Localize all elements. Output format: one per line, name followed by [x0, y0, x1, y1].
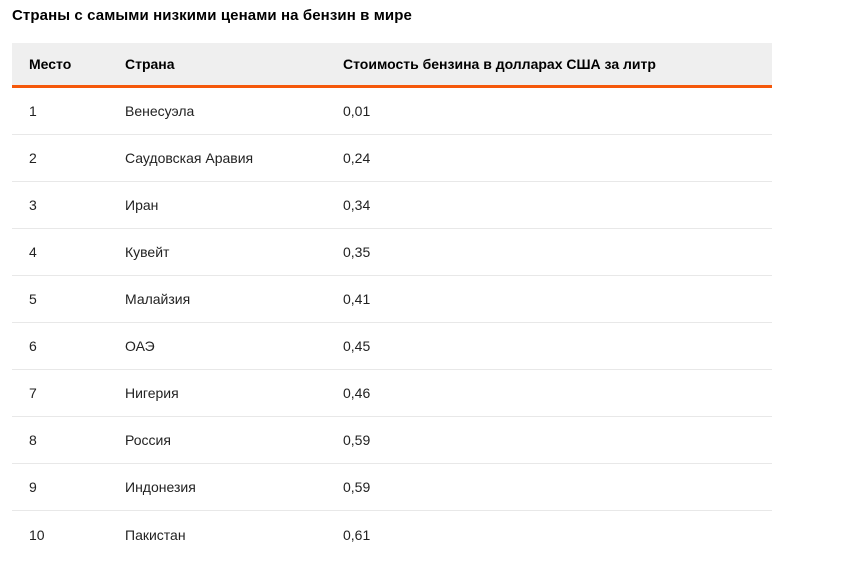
column-header-price: Стоимость бензина в долларах США за литр [343, 56, 656, 72]
cell-price: 0,01 [343, 103, 371, 119]
cell-country: Россия [125, 432, 171, 448]
cell-place: 2 [29, 150, 37, 166]
cell-place: 1 [29, 103, 37, 119]
table-row: 3 Иран 0,34 [12, 182, 772, 229]
table-row: 6 ОАЭ 0,45 [12, 323, 772, 370]
cell-price: 0,59 [343, 479, 371, 495]
table-row: 7 Нигерия 0,46 [12, 370, 772, 417]
cell-country: Венесуэла [125, 103, 195, 119]
cell-country: Индонезия [125, 479, 196, 495]
cell-country: Иран [125, 197, 159, 213]
table-row: 5 Малайзия 0,41 [12, 276, 772, 323]
cell-country: Саудовская Аравия [125, 150, 254, 166]
column-header-country: Страна [125, 56, 175, 72]
cell-place: 5 [29, 291, 37, 307]
table-row: 9 Индонезия 0,59 [12, 464, 772, 511]
cell-place: 6 [29, 338, 37, 354]
cell-price: 0,34 [343, 197, 371, 213]
cell-place: 7 [29, 385, 37, 401]
cell-place: 3 [29, 197, 37, 213]
cell-price: 0,46 [343, 385, 371, 401]
table-header-row: Место Страна Стоимость бензина в доллара… [12, 43, 772, 88]
cell-place: 4 [29, 244, 37, 260]
cell-place: 8 [29, 432, 37, 448]
column-header-place: Место [29, 56, 72, 72]
table-row: 2 Саудовская Аравия 0,24 [12, 135, 772, 182]
cell-place: 9 [29, 479, 37, 495]
gas-price-table: Место Страна Стоимость бензина в доллара… [12, 43, 772, 558]
cell-price: 0,45 [343, 338, 371, 354]
table-row: 8 Россия 0,59 [12, 417, 772, 464]
cell-country: Нигерия [125, 385, 179, 401]
cell-country: Малайзия [125, 291, 191, 307]
table-body: 1 Венесуэла 0,01 2 Саудовская Аравия 0,2… [12, 88, 772, 558]
cell-country: Пакистан [125, 526, 186, 543]
table-row: 10 Пакистан 0,61 [12, 511, 772, 558]
cell-price: 0,41 [343, 291, 371, 307]
cell-country: Кувейт [125, 244, 170, 260]
cell-price: 0,24 [343, 150, 371, 166]
table-row: 1 Венесуэла 0,01 [12, 88, 772, 135]
cell-price: 0,61 [343, 526, 371, 543]
cell-country: ОАЭ [125, 338, 155, 354]
cell-place: 10 [29, 526, 45, 543]
table-row: 4 Кувейт 0,35 [12, 229, 772, 276]
cell-price: 0,35 [343, 244, 371, 260]
page-title: Страны с самыми низкими ценами на бензин… [12, 7, 412, 24]
cell-price: 0,59 [343, 432, 371, 448]
